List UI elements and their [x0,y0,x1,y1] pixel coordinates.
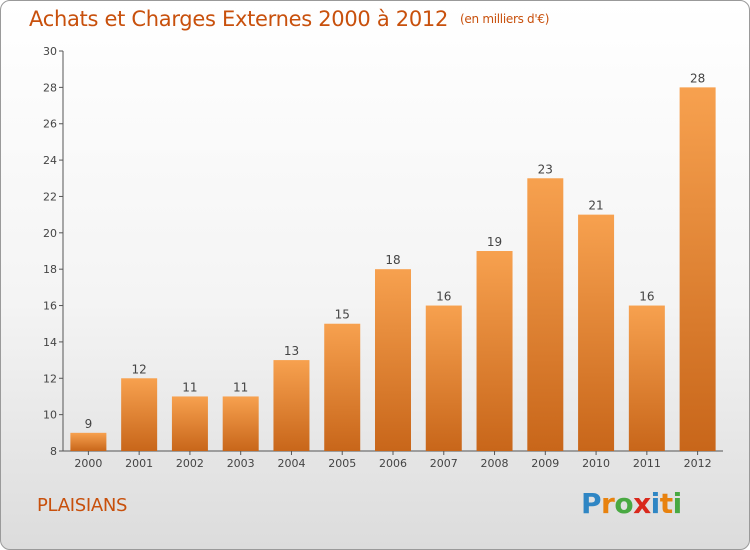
bar-2011 [628,305,665,451]
bar-2003 [222,396,259,451]
bar-value-label: 15 [335,308,350,322]
proxiti-logo: Proxiti [581,487,682,520]
logo-letter: i [650,487,661,520]
chart-title: Achats et Charges Externes 2000 à 2012 (e… [29,7,549,31]
bar-value-label: 16 [436,290,451,304]
bar-value-label: 23 [538,162,553,176]
bar-2007 [425,305,462,451]
y-tick-label: 8 [50,445,57,458]
x-tick-label: 2000 [74,457,102,470]
bar-2000 [70,432,107,451]
logo-letter: P [581,487,602,520]
x-tick-label: 2003 [227,457,255,470]
bar-value-label: 16 [639,290,654,304]
bar-2006 [375,269,411,451]
bar-2009 [527,178,564,452]
chart-unit: (en milliers d'€) [460,12,550,26]
y-tick-label: 22 [43,190,57,203]
chart-bars: 9 12 11 11 13 15 18 16 19 23 21 16 28 [70,71,716,452]
bar-value-label: 21 [588,199,603,213]
y-tick-label: 20 [43,227,57,240]
y-tick-label: 28 [43,81,57,94]
x-tick-label: 2009 [531,457,559,470]
bar-2005 [324,323,361,451]
y-tick-label: 14 [43,336,57,349]
chart-axes: 8 10 12 14 16 18 20 22 24 26 28 30 2000 2001 2002 2003 2… [43,45,723,470]
x-tick-label: 2007 [430,457,458,470]
commune-name: PLAISIANS [37,495,128,516]
x-tick-label: 2010 [582,457,610,470]
bar-2012 [679,87,716,451]
bar-2010 [578,214,615,451]
x-tick-label: 2001 [125,457,153,470]
x-tick-label: 2005 [328,457,356,470]
bar-value-label: 13 [284,344,299,358]
bar-value-label: 18 [385,253,400,267]
logo-letter: x [633,487,651,520]
y-tick-label: 10 [43,409,57,422]
y-tick-label: 12 [43,372,57,385]
x-tick-label: 2002 [176,457,204,470]
y-tick-label: 24 [43,154,57,167]
logo-letter: r [601,487,615,520]
x-tick-label: 2011 [633,457,661,470]
bar-2008 [476,251,513,451]
x-tick-label: 2012 [684,457,712,470]
y-tick-label: 16 [43,300,57,313]
x-tick-label: 2008 [481,457,509,470]
y-tick-label: 30 [43,45,57,58]
logo-letter: o [614,487,634,520]
bar-value-label: 12 [132,362,147,376]
bar-value-label: 9 [85,417,93,431]
bar-value-label: 28 [690,71,705,85]
x-tick-label: 2006 [379,457,407,470]
chart-title-text: Achats et Charges Externes 2000 à 2012 [29,7,449,31]
y-tick-label: 26 [43,118,57,131]
bar-value-label: 11 [233,380,248,394]
bar-2002 [171,396,208,451]
bar-2001 [121,378,158,451]
bar-value-label: 11 [182,380,197,394]
bar-2004 [273,360,310,451]
logo-letter: t [659,487,673,520]
y-tick-label: 18 [43,263,57,276]
logo-letter: i [672,487,683,520]
bar-value-label: 19 [487,235,502,249]
x-tick-label: 2004 [277,457,305,470]
